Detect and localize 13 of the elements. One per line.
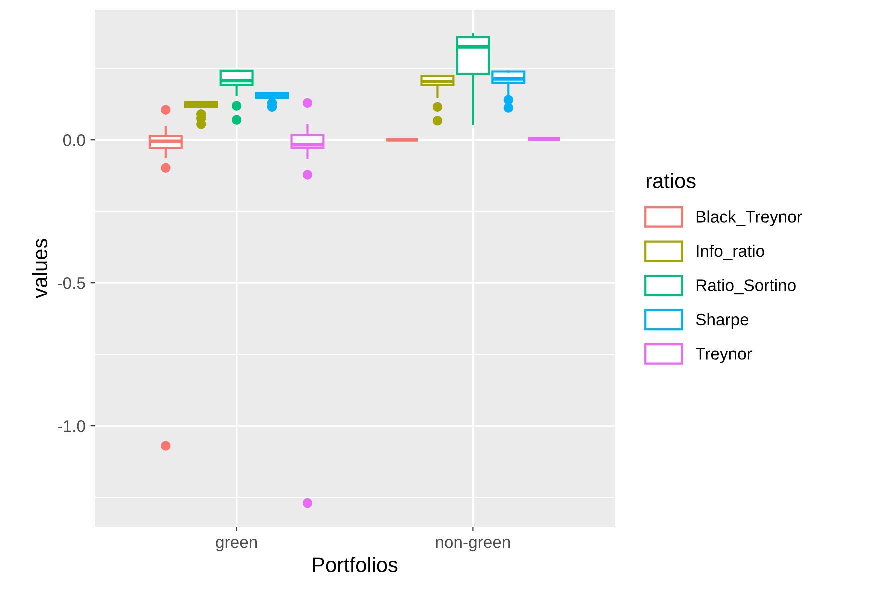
x-axis-title: Portfolios xyxy=(313,557,398,572)
y-axis-title: values xyxy=(32,239,48,299)
y-tick-label: 0.0 xyxy=(63,134,86,146)
y-tick-label: -0.5 xyxy=(58,277,86,290)
y-tick-label: -1.0 xyxy=(58,420,86,432)
legend-label: Black_Treynor xyxy=(696,210,802,226)
legend-label: Info_ratio xyxy=(697,244,764,260)
x-tick-label: non-green xyxy=(436,539,510,552)
legend-label: Sharpe xyxy=(696,313,749,329)
legend-title: ratios xyxy=(646,173,696,188)
legend-label: Ratio_Sortino xyxy=(696,279,796,295)
x-tick-label: green xyxy=(216,539,258,552)
legend-label: Treynor xyxy=(696,348,752,364)
